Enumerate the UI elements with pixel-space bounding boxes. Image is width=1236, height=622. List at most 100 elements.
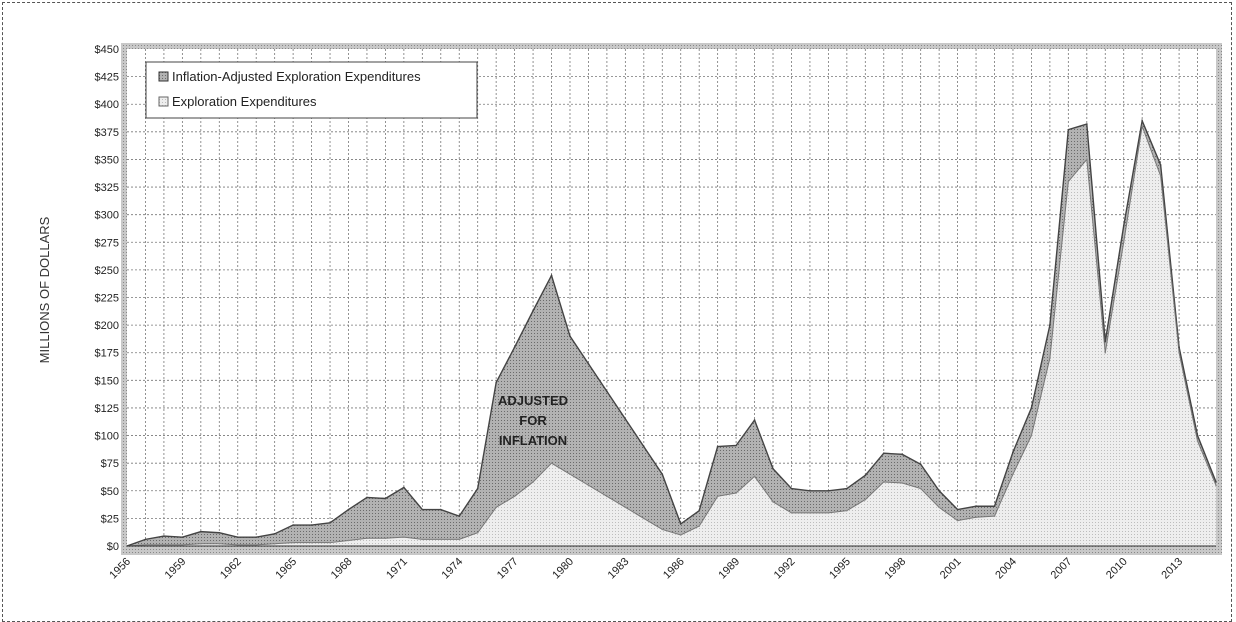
point-inflation-adjusted [1141,119,1143,122]
y-tick-label: $100 [95,431,119,443]
x-axis-ticks: 1956 1959 1962 1965 1968 1971 1974 1977 1980 1983… [107,556,1185,582]
point-inflation-adjusted [698,509,700,512]
inflation-annotation: ADJUSTED FOR INFLATION [498,393,568,448]
point-inflation-adjusted [200,530,202,533]
point-inflation-adjusted [1030,407,1033,409]
point-exploration-expenditures [476,531,479,534]
point-inflation-adjusted [1067,128,1070,131]
point-inflation-adjusted [643,445,645,448]
point-exploration-expenditures [827,512,830,514]
point-inflation-adjusted [790,487,793,490]
point-inflation-adjusted [366,496,368,499]
point-exploration-expenditures [975,516,977,519]
y-axis-ticks: $0 $25 $50 $75 $100 $125 $150 $175 $200 $225 $250 $… [95,44,119,553]
point-exploration-expenditures [181,544,184,546]
point-inflation-adjusted [236,536,239,538]
x-tick-label: 2004 [993,556,1019,582]
y-tick-label: $300 [95,210,119,222]
point-exploration-expenditures [643,517,645,520]
point-exploration-expenditures [1141,125,1143,128]
area-exploration-expenditures [127,126,1216,547]
point-inflation-adjusted [384,497,387,500]
y-tick-label: $275 [95,237,119,249]
point-exploration-expenditures [495,506,497,509]
y-tick-label: $75 [101,458,119,470]
y-tick-label: $200 [95,320,119,332]
y-tick-label: $250 [95,265,119,277]
point-exploration-expenditures [809,512,811,514]
point-exploration-expenditures [200,542,202,545]
x-tick-label: 1971 [384,556,410,582]
y-tick-label: $125 [95,403,119,415]
point-exploration-expenditures [569,473,571,476]
point-inflation-adjusted [587,362,590,365]
point-exploration-expenditures [439,538,442,541]
point-exploration-expenditures [661,528,664,531]
point-exploration-expenditures [901,482,904,484]
point-inflation-adjusted [1085,123,1088,125]
y-tick-label: $150 [95,375,119,387]
point-exploration-expenditures [273,542,276,545]
point-exploration-expenditures [1104,351,1107,354]
point-inflation-adjusted [1215,481,1217,483]
point-inflation-adjusted [661,473,664,476]
y-tick-label: $325 [95,182,119,194]
x-tick-label: 1992 [772,556,798,582]
point-exploration-expenditures [513,495,516,498]
point-exploration-expenditures [624,506,627,509]
point-inflation-adjusted [569,335,571,337]
point-exploration-expenditures [1012,473,1014,476]
point-inflation-adjusted [882,452,885,455]
point-inflation-adjusted [532,309,534,312]
x-tick-label: 1956 [107,556,133,582]
point-inflation-adjusted [1049,324,1051,326]
point-exploration-expenditures [310,541,313,544]
y-tick-label: $425 [95,72,119,84]
legend-label-adjusted: Inflation-Adjusted Exploration Expenditu… [172,69,421,84]
x-tick-label: 1989 [716,556,742,582]
point-exploration-expenditures [1196,440,1199,442]
line-inflation-adjusted [126,118,1217,547]
point-exploration-expenditures [1030,434,1033,437]
point-inflation-adjusted [716,445,719,448]
annotation-line-1: ADJUSTED [498,393,568,408]
legend: Inflation-Adjusted Exploration Expenditu… [145,61,478,119]
point-inflation-adjusted [329,522,331,524]
x-tick-label: 2010 [1104,556,1130,582]
point-inflation-adjusted [827,489,830,492]
point-exploration-expenditures [882,481,885,483]
point-exploration-expenditures [347,539,350,542]
x-tick-label: 1998 [883,556,909,582]
point-exploration-expenditures [421,538,424,541]
point-exploration-expenditures [993,515,996,517]
point-inflation-adjusted [403,486,405,489]
point-exploration-expenditures [790,512,793,514]
legend-box [145,61,478,119]
point-inflation-adjusted [1122,224,1125,227]
data-areas [126,118,1217,547]
point-exploration-expenditures [587,484,590,487]
point-exploration-expenditures [606,495,608,498]
point-inflation-adjusted [181,536,184,538]
y-tick-label: $400 [95,99,119,111]
point-exploration-expenditures [292,541,294,544]
point-inflation-adjusted [901,453,904,456]
point-exploration-expenditures [255,544,258,546]
point-exploration-expenditures [532,481,534,483]
x-tick-label: 1965 [273,556,299,582]
x-tick-label: 1983 [606,556,632,582]
point-exploration-expenditures [329,541,331,544]
point-inflation-adjusted [292,524,294,526]
point-exploration-expenditures [1122,241,1125,244]
point-exploration-expenditures [735,492,737,494]
point-exploration-expenditures [144,544,147,546]
point-inflation-adjusted [919,463,922,466]
y-tick-label: $350 [95,154,119,166]
point-exploration-expenditures [846,509,848,512]
x-tick-label: 1995 [827,556,853,582]
point-inflation-adjusted [495,381,497,384]
point-inflation-adjusted [956,508,959,511]
point-exploration-expenditures [716,495,719,498]
legend-swatch-nominal [158,96,169,107]
